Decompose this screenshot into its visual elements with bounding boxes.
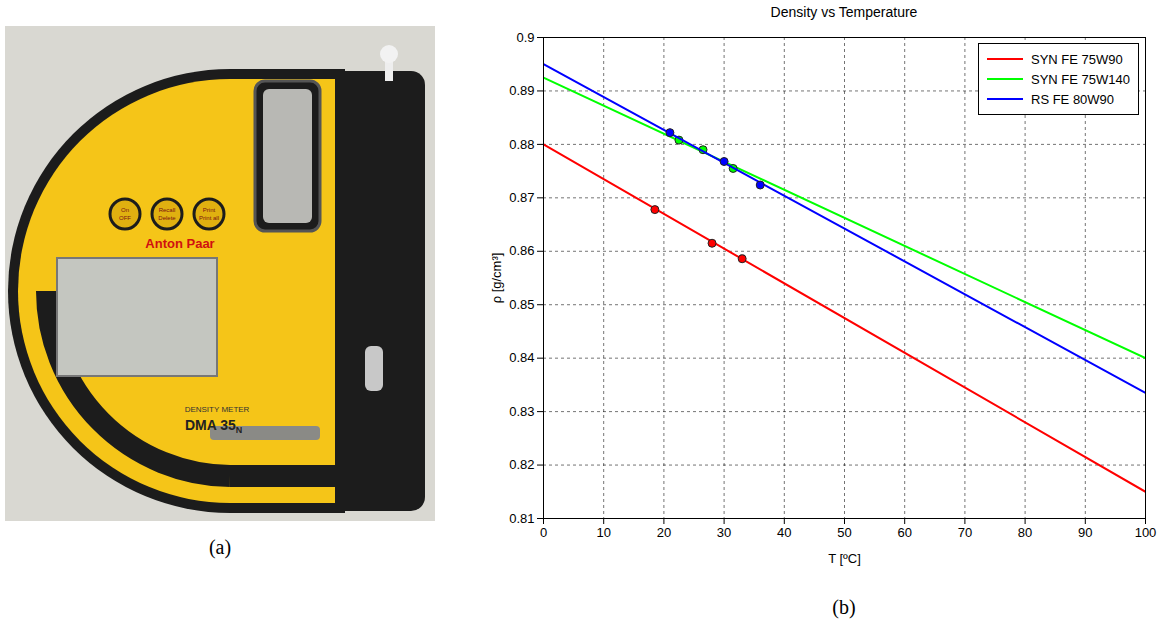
svg-text:0.88: 0.88: [509, 137, 534, 152]
svg-text:Delete: Delete: [158, 215, 176, 221]
svg-text:0.89: 0.89: [509, 83, 534, 98]
svg-text:0.85: 0.85: [509, 297, 534, 312]
svg-text:100: 100: [1135, 525, 1157, 540]
svg-text:DENSITY METER: DENSITY METER: [185, 405, 250, 414]
html-text:SYN FE 75W90: SYN FE 75W90: [1031, 51, 1123, 67]
svg-text:DMA 35N: DMA 35N: [185, 417, 242, 435]
svg-text:50: 50: [837, 525, 851, 540]
html-text:Density vs Temperature: Density vs Temperature: [770, 4, 918, 20]
svg-text:0.9: 0.9: [516, 30, 534, 45]
svg-text:0.82: 0.82: [509, 457, 534, 472]
html-text:(a): (a): [208, 536, 232, 558]
svg-text:80: 80: [1018, 525, 1032, 540]
svg-text:10: 10: [596, 525, 610, 540]
html-text:RS FE 80W90: RS FE 80W90: [1031, 91, 1115, 107]
svg-text:90: 90: [1078, 525, 1092, 540]
svg-text:0.86: 0.86: [509, 243, 534, 258]
svg-text:20: 20: [657, 525, 671, 540]
svg-text:Print: Print: [203, 207, 216, 213]
svg-text:0.87: 0.87: [509, 190, 534, 205]
svg-text:30: 30: [717, 525, 731, 540]
svg-text:70: 70: [958, 525, 972, 540]
svg-text:OFF: OFF: [119, 215, 131, 221]
svg-text:T [ºC]: T [ºC]: [828, 551, 861, 566]
svg-text:60: 60: [897, 525, 911, 540]
svg-text:On: On: [121, 207, 129, 213]
svg-text:40: 40: [777, 525, 791, 540]
svg-text:0.83: 0.83: [509, 404, 534, 419]
svg-text:0.84: 0.84: [509, 350, 534, 365]
svg-text:Recall: Recall: [159, 207, 176, 213]
svg-text:Print all: Print all: [199, 215, 219, 221]
svg-text:0.81: 0.81: [509, 511, 534, 526]
svg-text:ρ [g/cm³]: ρ [g/cm³]: [489, 253, 504, 304]
html-text:(b): (b): [832, 596, 856, 618]
svg-text:0: 0: [540, 525, 547, 540]
svg-text:Anton Paar: Anton Paar: [145, 236, 214, 251]
html-text:SYN FE 75W140: SYN FE 75W140: [1031, 71, 1130, 87]
